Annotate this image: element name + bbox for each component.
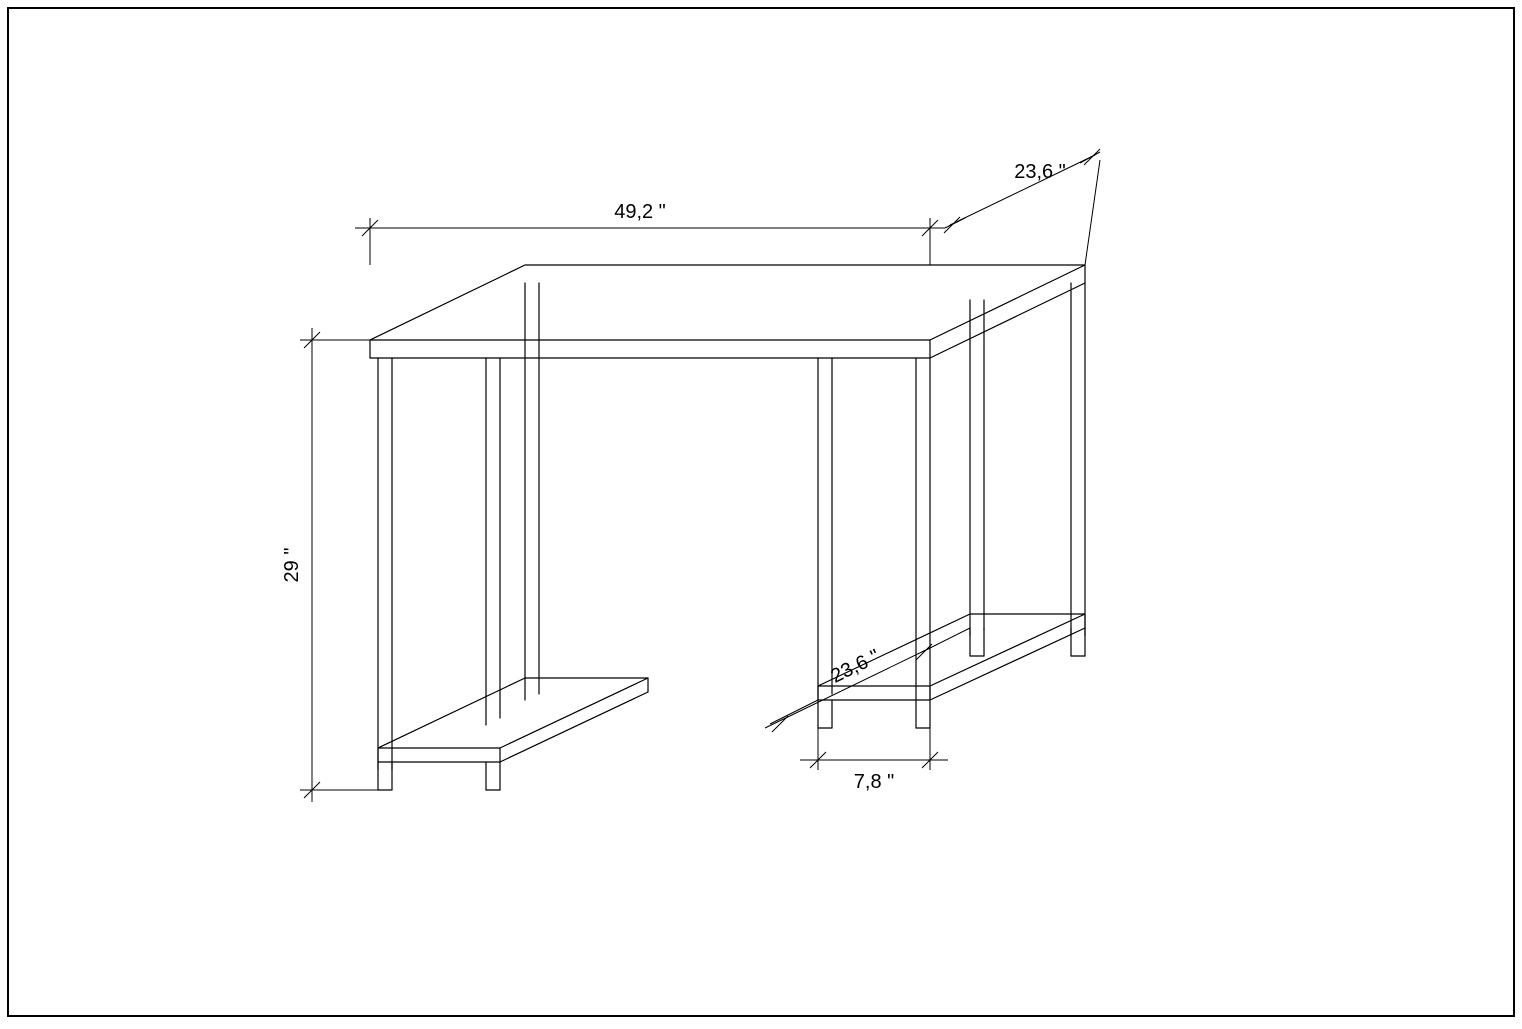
dim-height-left-label: 29 " [281,548,303,583]
dim-depth-top-label: 23,6 " [1014,161,1066,183]
technical-drawing: 49,2 " 23,6 " 29 " 23,6 " 7,8 [0,0,1522,1024]
page-border [8,8,1514,1016]
dim-width-top-label: 49,2 " [614,201,666,223]
dim-shelf-width-label: 7,8 " [854,771,894,793]
